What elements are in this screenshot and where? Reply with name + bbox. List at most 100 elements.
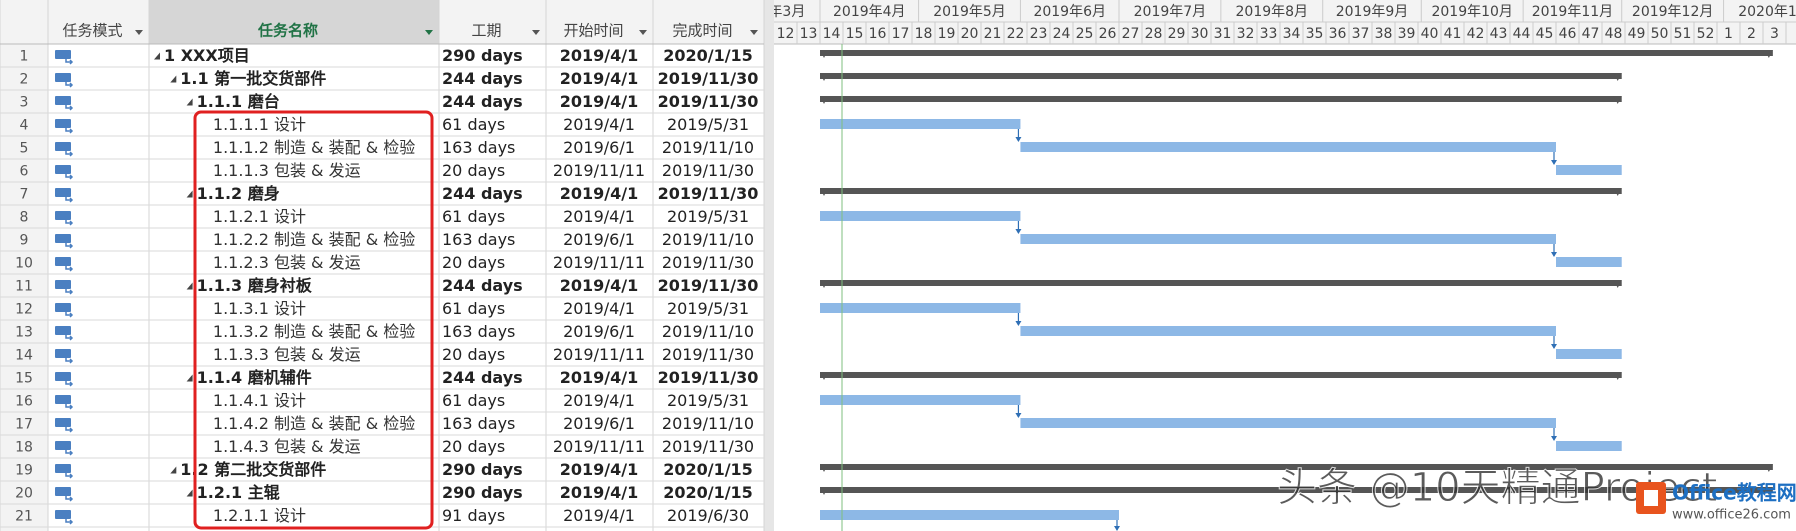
week-label: 48 xyxy=(1605,26,1623,42)
task-start: 2019/11/11 xyxy=(553,253,645,272)
mode-icon xyxy=(55,464,71,473)
task-finish: 2020/1/15 xyxy=(663,46,753,65)
mode-icon-arrow xyxy=(65,58,74,65)
task-bar xyxy=(1556,257,1622,267)
task-bar xyxy=(1556,349,1622,359)
header-dropdown[interactable] xyxy=(532,30,540,35)
week-label: 1 xyxy=(1724,26,1733,42)
collapse-toggle[interactable] xyxy=(186,374,193,382)
week-label: 42 xyxy=(1467,26,1485,42)
task-duration: 244 days xyxy=(442,92,523,111)
mode-icon-arrow xyxy=(65,311,74,318)
task-name: 1.2.1 主辊 xyxy=(197,483,280,502)
task-name: 1.1.4 磨机辅件 xyxy=(197,368,312,387)
collapse-toggle[interactable] xyxy=(154,52,160,60)
mode-icon xyxy=(55,441,71,450)
collapse-toggle[interactable] xyxy=(170,466,177,474)
dependency-arrow xyxy=(1015,413,1022,418)
column-header: 开始时间 xyxy=(563,22,623,40)
mode-icon xyxy=(55,142,71,151)
collapse-toggle[interactable] xyxy=(186,282,193,290)
splitter xyxy=(764,0,774,531)
week-label: 47 xyxy=(1582,26,1600,42)
row-number: 3 xyxy=(20,95,29,111)
month-label: 2019年11月 xyxy=(1532,4,1613,20)
week-label: 40 xyxy=(1421,26,1439,42)
mode-icon-arrow xyxy=(65,150,74,157)
task-finish: 2019/11/10 xyxy=(662,230,754,249)
mode-icon xyxy=(55,165,71,174)
task-finish: 2019/11/30 xyxy=(662,161,754,180)
collapse-toggle[interactable] xyxy=(186,98,193,106)
row-number: 17 xyxy=(15,417,33,433)
task-name: 1.1.3 磨身衬板 xyxy=(197,276,313,295)
row-number: 8 xyxy=(20,210,29,226)
header-dropdown[interactable] xyxy=(750,30,758,35)
week-label: 39 xyxy=(1398,26,1416,42)
row-number: 9 xyxy=(20,233,29,249)
collapse-toggle[interactable] xyxy=(170,75,177,83)
task-start: 2019/4/1 xyxy=(563,115,635,134)
mode-icon xyxy=(55,395,71,404)
task-start: 2019/11/11 xyxy=(553,161,645,180)
row-number: 2 xyxy=(20,72,29,88)
task-duration: 20 days xyxy=(442,161,505,180)
month-label: 2019年4月 xyxy=(833,4,906,20)
logo-name: Office教程网 xyxy=(1672,481,1796,505)
table: 任务模式 任务名称 工期 开始时间 完成时间 1 1 XXX项目 290 days 2019/4… xyxy=(15,22,758,526)
header-dropdown[interactable] xyxy=(425,30,433,35)
name-cell: 1.1.2 磨身 xyxy=(197,184,280,203)
week-label: 13 xyxy=(800,26,818,42)
task-start: 2019/11/11 xyxy=(553,345,645,364)
summary-bar xyxy=(820,188,1622,194)
task-start: 2019/4/1 xyxy=(560,460,638,479)
name-cell: 1.1.3.2 制造 & 装配 & 检验 xyxy=(213,322,415,341)
row-number: 20 xyxy=(15,486,33,502)
task-name: 1.1.4.2 制造 & 装配 & 检验 xyxy=(213,414,415,433)
task-bar xyxy=(820,510,1119,520)
header-dropdown[interactable] xyxy=(135,30,143,35)
task-start: 2019/6/1 xyxy=(563,322,635,341)
task-duration: 290 days xyxy=(442,483,523,502)
task-start: 2019/6/1 xyxy=(563,230,635,249)
week-label: 27 xyxy=(1122,26,1140,42)
week-label: 52 xyxy=(1697,26,1715,42)
task-finish: 2020/1/15 xyxy=(663,460,753,479)
mode-icon-arrow xyxy=(65,196,74,203)
collapse-toggle[interactable] xyxy=(186,190,193,198)
header-dropdown[interactable] xyxy=(639,30,647,35)
task-duration: 290 days xyxy=(442,460,523,479)
summary-bar xyxy=(820,487,1773,493)
week-label: 20 xyxy=(961,26,979,42)
mode-icon-arrow xyxy=(65,426,74,433)
task-start: 2019/4/1 xyxy=(560,483,638,502)
task-name: 1.1 第一批交货部件 xyxy=(180,69,326,88)
task-duration: 244 days xyxy=(442,368,523,387)
week-label: 41 xyxy=(1444,26,1462,42)
month-label: 2019年8月 xyxy=(1236,4,1309,20)
collapse-toggle[interactable] xyxy=(186,489,193,497)
task-duration: 244 days xyxy=(442,276,523,295)
week-label: 3 xyxy=(1770,26,1779,42)
month-label: 2020年1月 xyxy=(1738,4,1796,20)
month-label: 2019年5月 xyxy=(933,4,1006,20)
row-number: 6 xyxy=(20,164,29,180)
mode-icon-arrow xyxy=(65,357,74,364)
month-label: 2019年6月 xyxy=(1033,4,1106,20)
dependency-arrow xyxy=(1015,229,1022,234)
task-duration: 163 days xyxy=(442,230,515,249)
task-duration: 61 days xyxy=(442,207,505,226)
task-duration: 163 days xyxy=(442,414,515,433)
mode-icon xyxy=(55,73,71,82)
row-number: 18 xyxy=(15,440,33,456)
mode-icon-arrow xyxy=(65,518,74,525)
row-number: 12 xyxy=(15,302,33,318)
task-name: 1.2.1.1 设计 xyxy=(213,506,306,525)
task-finish: 2019/11/30 xyxy=(658,69,759,88)
column-header: 工期 xyxy=(471,22,501,40)
row-number: 4 xyxy=(20,118,29,134)
task-start: 2019/6/1 xyxy=(563,414,635,433)
task-finish: 2019/11/30 xyxy=(658,368,759,387)
name-cell: 1.1.1 磨台 xyxy=(197,92,280,111)
task-start: 2019/4/1 xyxy=(560,276,638,295)
